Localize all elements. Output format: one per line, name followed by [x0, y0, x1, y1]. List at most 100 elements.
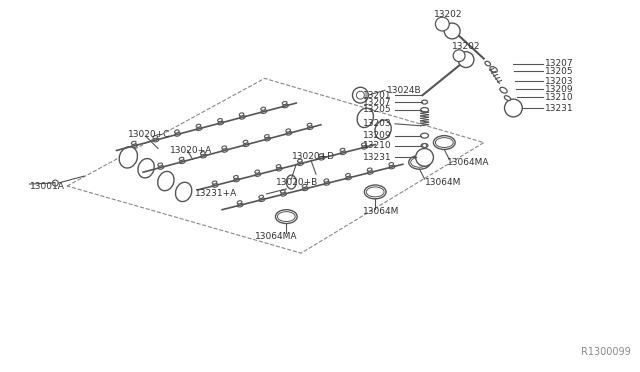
- Circle shape: [444, 23, 460, 39]
- Ellipse shape: [131, 141, 136, 144]
- Circle shape: [504, 99, 522, 117]
- Ellipse shape: [275, 210, 297, 224]
- Ellipse shape: [234, 178, 239, 182]
- Ellipse shape: [237, 203, 243, 207]
- Ellipse shape: [222, 146, 227, 149]
- Text: 13203: 13203: [545, 77, 573, 86]
- Ellipse shape: [433, 136, 455, 150]
- Ellipse shape: [485, 61, 490, 66]
- Ellipse shape: [179, 157, 184, 160]
- Ellipse shape: [259, 195, 264, 198]
- Ellipse shape: [119, 147, 138, 168]
- Ellipse shape: [201, 154, 207, 158]
- Text: 13064MA: 13064MA: [447, 158, 490, 167]
- Ellipse shape: [158, 166, 164, 169]
- Ellipse shape: [319, 154, 323, 157]
- Ellipse shape: [364, 185, 386, 199]
- Ellipse shape: [286, 131, 292, 135]
- Ellipse shape: [237, 201, 242, 204]
- Ellipse shape: [307, 126, 313, 129]
- Circle shape: [453, 50, 465, 62]
- Text: 13064MA: 13064MA: [255, 232, 297, 241]
- Ellipse shape: [255, 170, 259, 173]
- Ellipse shape: [261, 110, 267, 113]
- Text: 13205: 13205: [545, 67, 573, 76]
- Ellipse shape: [222, 148, 228, 152]
- Ellipse shape: [282, 104, 288, 108]
- Ellipse shape: [490, 67, 497, 73]
- Ellipse shape: [346, 173, 350, 177]
- Text: 13210: 13210: [545, 93, 573, 102]
- Ellipse shape: [366, 187, 384, 197]
- Ellipse shape: [218, 121, 223, 125]
- Circle shape: [458, 52, 474, 68]
- Text: 13231: 13231: [364, 153, 392, 162]
- Text: 13020+C: 13020+C: [129, 130, 171, 139]
- Circle shape: [353, 87, 368, 103]
- Ellipse shape: [212, 183, 218, 187]
- Circle shape: [356, 91, 364, 99]
- Ellipse shape: [200, 152, 205, 155]
- Ellipse shape: [243, 143, 249, 147]
- Ellipse shape: [234, 176, 238, 179]
- Ellipse shape: [420, 133, 429, 138]
- Ellipse shape: [504, 96, 511, 100]
- Ellipse shape: [422, 100, 428, 104]
- Ellipse shape: [175, 130, 179, 133]
- Text: 13020+B: 13020+B: [276, 177, 319, 186]
- Ellipse shape: [362, 143, 366, 146]
- Ellipse shape: [367, 171, 373, 174]
- Ellipse shape: [239, 115, 245, 119]
- Text: 13064M: 13064M: [424, 177, 461, 186]
- Text: 13202: 13202: [452, 42, 481, 51]
- Text: 13024B: 13024B: [387, 86, 422, 95]
- Ellipse shape: [421, 144, 428, 147]
- Circle shape: [415, 148, 433, 166]
- Text: 13201: 13201: [364, 91, 392, 100]
- Ellipse shape: [255, 173, 260, 176]
- Circle shape: [435, 17, 449, 31]
- Ellipse shape: [307, 123, 312, 126]
- Ellipse shape: [276, 165, 281, 168]
- Text: R1300099: R1300099: [580, 347, 630, 357]
- Ellipse shape: [265, 137, 271, 141]
- Text: 13231+A: 13231+A: [195, 189, 237, 198]
- Ellipse shape: [362, 145, 367, 149]
- Ellipse shape: [153, 138, 159, 142]
- Ellipse shape: [324, 182, 330, 185]
- Ellipse shape: [435, 138, 453, 147]
- Ellipse shape: [367, 168, 372, 171]
- Ellipse shape: [346, 176, 351, 180]
- Ellipse shape: [286, 129, 291, 132]
- Ellipse shape: [420, 108, 429, 112]
- Ellipse shape: [132, 144, 138, 148]
- Ellipse shape: [340, 151, 346, 155]
- Text: 13231: 13231: [545, 103, 573, 112]
- Text: 13207: 13207: [545, 59, 573, 68]
- Text: 13001A: 13001A: [29, 182, 65, 190]
- Ellipse shape: [302, 185, 307, 187]
- Ellipse shape: [264, 135, 269, 138]
- Text: 13020+D: 13020+D: [292, 152, 335, 161]
- Ellipse shape: [196, 127, 202, 131]
- Ellipse shape: [175, 132, 180, 136]
- Ellipse shape: [243, 140, 248, 143]
- Ellipse shape: [389, 163, 394, 166]
- Ellipse shape: [357, 108, 374, 128]
- Ellipse shape: [277, 212, 295, 222]
- Ellipse shape: [259, 198, 265, 202]
- Circle shape: [52, 180, 58, 186]
- Ellipse shape: [298, 159, 302, 162]
- Ellipse shape: [282, 102, 287, 105]
- Ellipse shape: [409, 155, 431, 169]
- Text: 13202: 13202: [435, 10, 463, 19]
- Ellipse shape: [298, 162, 303, 166]
- Ellipse shape: [212, 181, 217, 184]
- Ellipse shape: [280, 190, 285, 193]
- Ellipse shape: [138, 158, 154, 178]
- Ellipse shape: [157, 171, 174, 191]
- Text: 13210: 13210: [364, 141, 392, 150]
- Ellipse shape: [340, 148, 345, 151]
- Ellipse shape: [324, 179, 328, 182]
- Ellipse shape: [281, 192, 287, 196]
